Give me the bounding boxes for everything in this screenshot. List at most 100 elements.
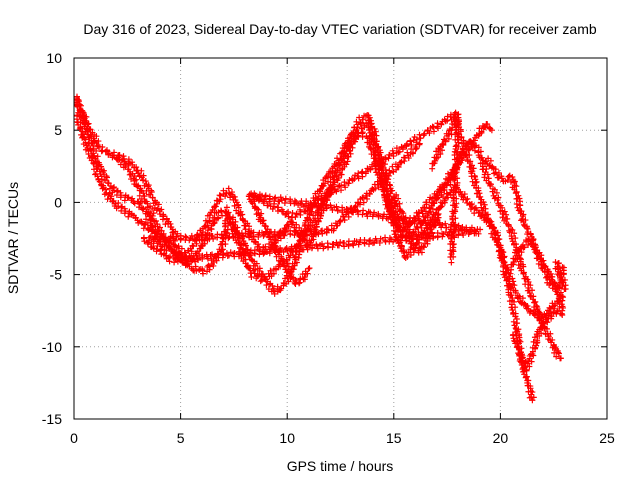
x-tick-label: 0 [70,430,78,446]
data-point [345,126,362,157]
x-tick-label: 15 [386,430,402,446]
x-tick-label: 10 [279,430,295,446]
data-point [487,182,502,207]
data-point [336,147,353,178]
data-point [524,282,539,306]
data-point [82,128,97,152]
series-track-d [429,114,567,323]
data-point [506,172,518,191]
data-point [197,212,213,236]
data-point [429,148,442,172]
y-axis-label: SDTVAR / TECUs [5,182,21,294]
data-point [305,212,322,232]
data-point [557,355,564,362]
data-point [361,119,374,131]
data-point [77,107,90,126]
y-tick-label: 0 [54,194,62,210]
data-point [539,262,553,286]
data-point [527,331,543,358]
data-point [561,286,568,293]
data-point [525,235,541,256]
data-point [142,198,157,218]
y-tick-label: -10 [42,339,62,355]
x-tick-label: 25 [599,430,615,446]
data-point [248,270,265,284]
data-point [529,397,536,404]
data-point [518,211,532,236]
series-track-i [245,190,313,288]
data-point [95,162,110,184]
data-point [524,377,537,401]
data-point [462,146,477,177]
data-point [482,120,494,132]
data-point [138,220,152,233]
data-point [511,183,526,220]
data-point [532,249,547,271]
data-point [140,176,155,198]
data-point [500,173,513,185]
data-point [548,308,561,320]
data-point [74,109,87,138]
data-point [86,154,101,178]
data-point [531,310,545,321]
data-point [205,209,222,233]
data-point [435,210,442,217]
data-point [482,210,495,230]
plot-frame [73,57,608,420]
data-point [82,120,98,138]
data-point [501,211,514,234]
data-point [509,329,524,357]
x-tick-label: 20 [493,430,509,446]
data-point [517,263,532,288]
data-point [107,193,119,210]
data-point [140,226,330,246]
y-tick-label: 10 [46,50,62,66]
data-point [223,185,238,201]
data-point [521,352,537,373]
marks-layer [74,93,569,404]
data-point [229,193,244,217]
data-point [235,209,253,235]
series-track-f [508,235,569,293]
y-tick-label: -15 [42,411,62,427]
data-point [416,141,423,148]
x-tick-label: 5 [177,430,185,446]
y-tick-label: -5 [50,267,63,283]
data-point [474,190,490,218]
data-point [125,159,141,174]
data-point [242,260,257,277]
data-point [222,212,238,233]
data-point [542,330,557,349]
data-point [79,133,96,159]
data-point [305,265,312,272]
data-point [555,292,567,317]
data-point [468,168,483,197]
data-point [440,179,452,193]
data-point [147,188,161,211]
data-point [508,249,520,273]
y-tick-label: 5 [54,122,62,138]
data-point [102,174,117,192]
data-point [267,261,283,280]
series-outliers [140,109,484,266]
data-point [488,127,495,134]
data-point [99,185,113,203]
data-point [283,263,300,286]
data-point [554,307,561,314]
data-point [494,197,508,221]
data-point [559,312,566,319]
data-point [171,226,484,266]
chart-title: Day 316 of 2023, Sidereal Day-to-day VTE… [83,21,596,37]
data-point [435,137,449,157]
series-track-g [509,307,561,373]
x-axis-label: GPS time / hours [287,458,394,474]
data-point [322,163,337,185]
data-point [500,259,516,283]
data-point [325,140,423,234]
data-point [557,264,569,293]
data-point [482,155,494,170]
data-point [369,125,383,154]
data-point [297,265,313,283]
